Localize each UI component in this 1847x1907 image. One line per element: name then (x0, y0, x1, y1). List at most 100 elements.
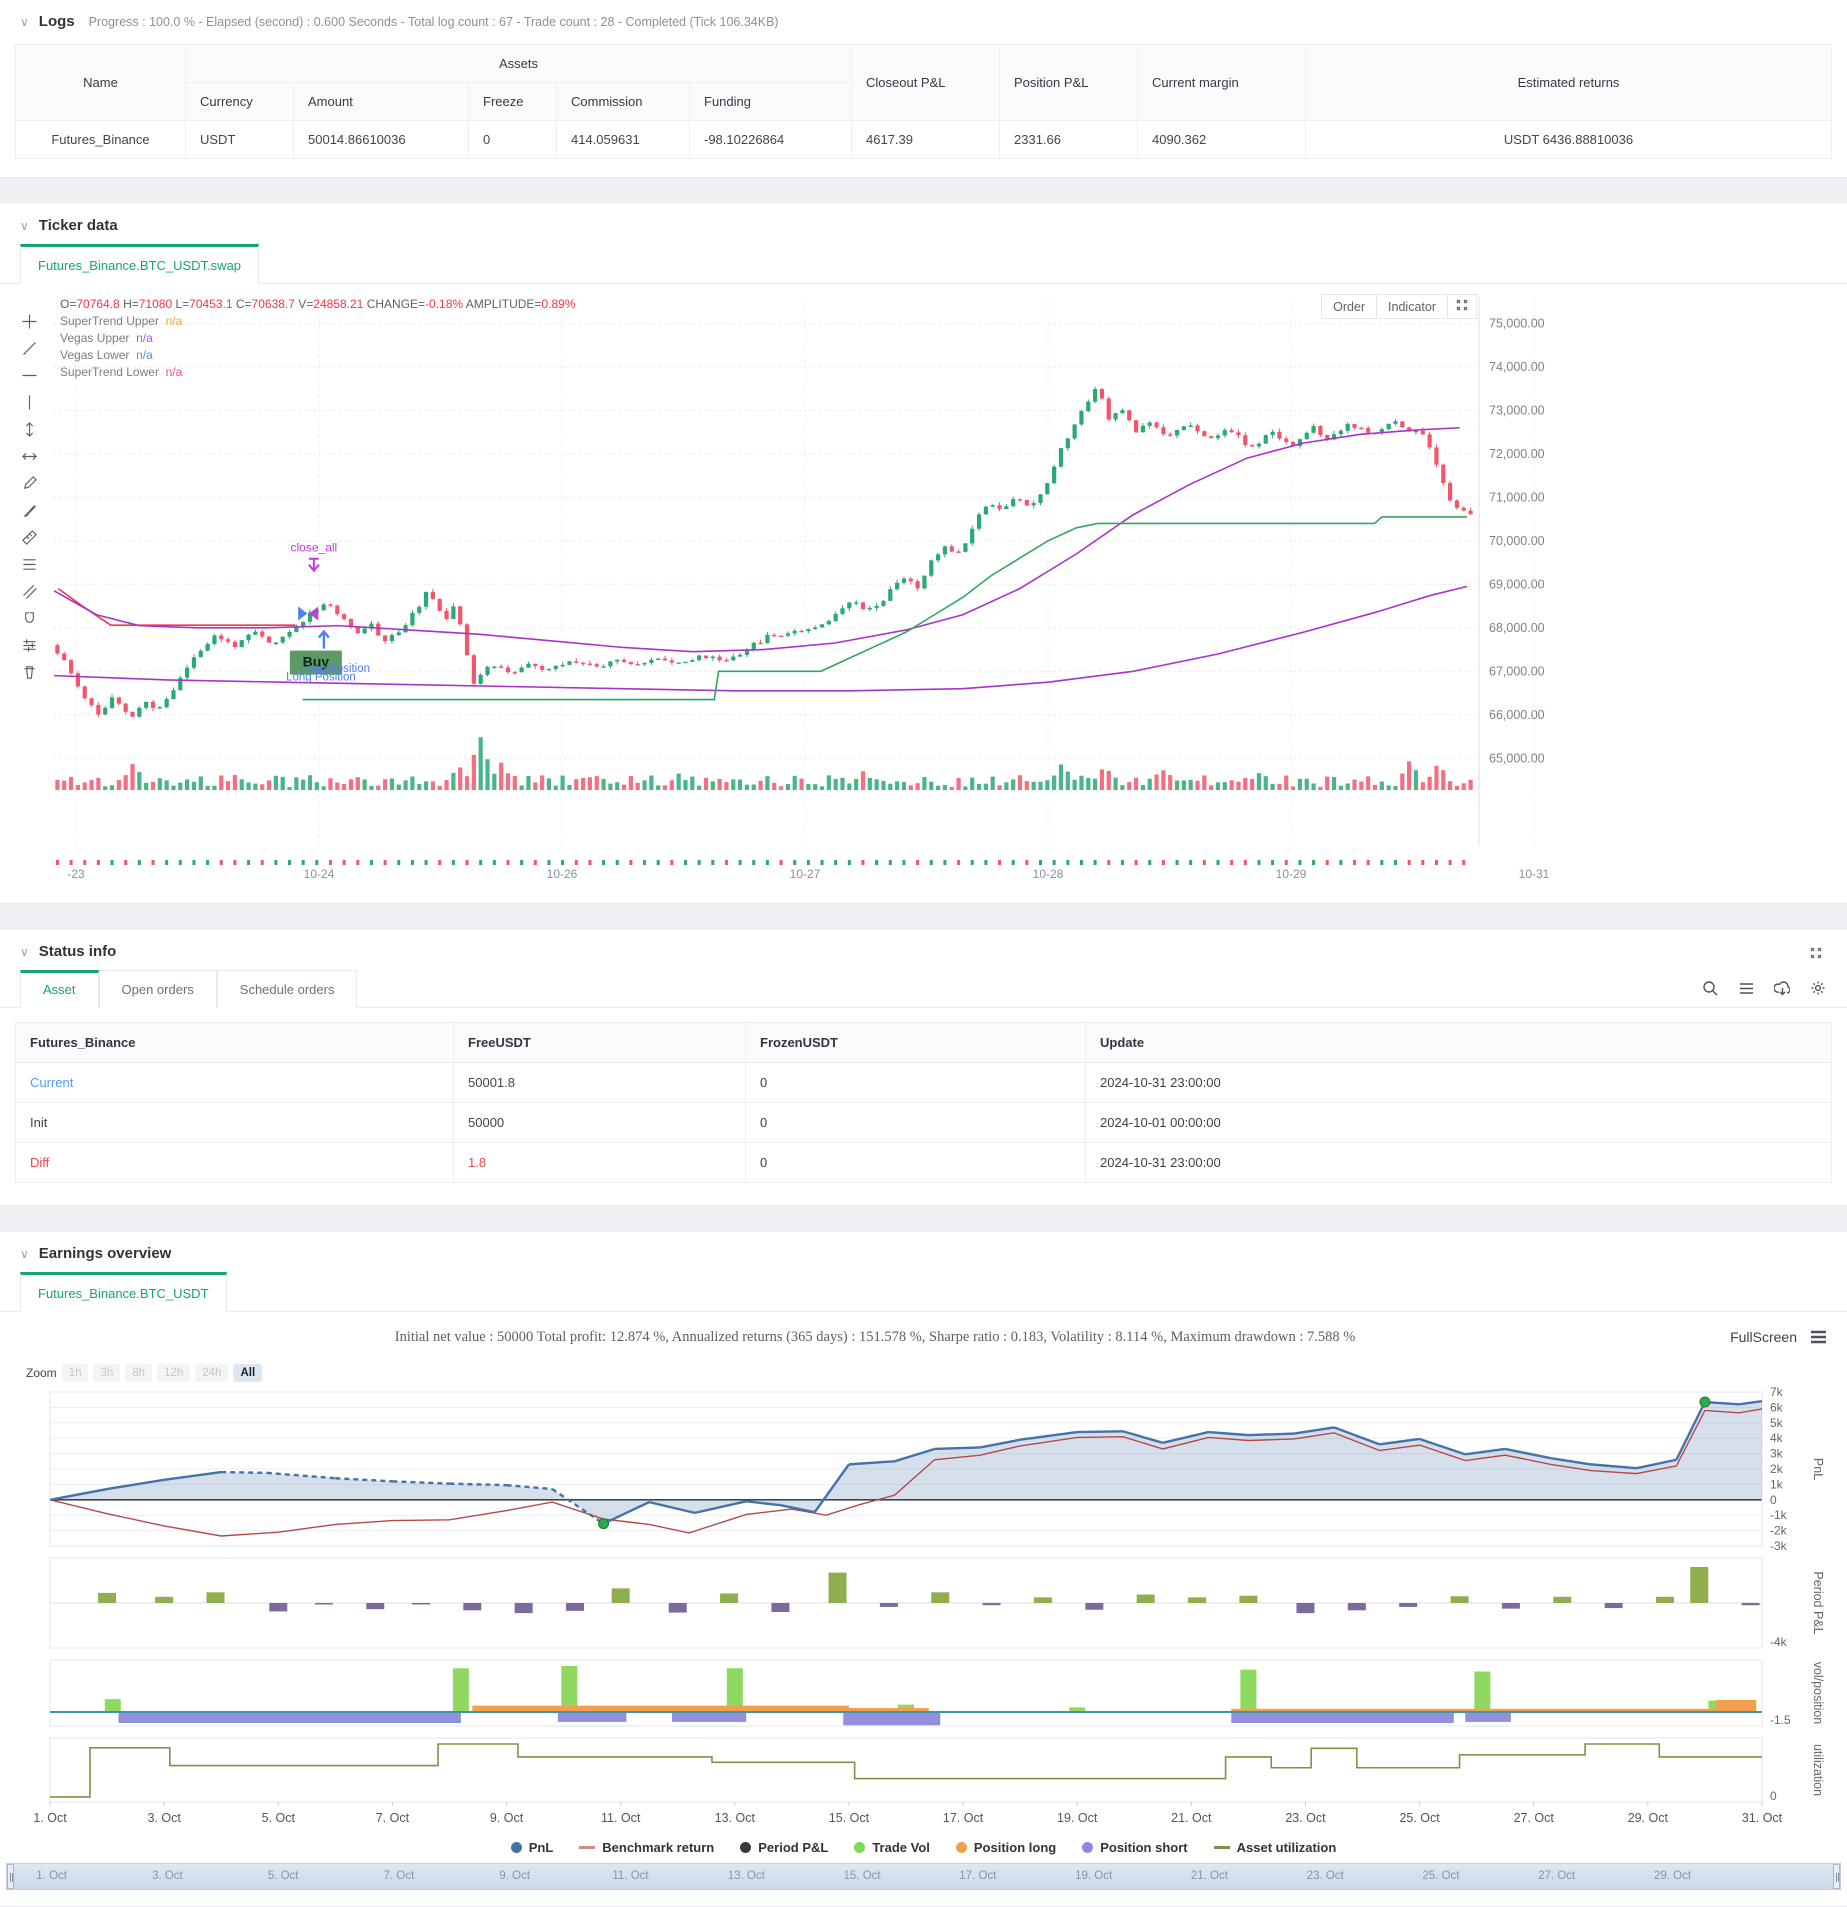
table-cell: 50001.8 (453, 1062, 746, 1103)
ticker-symbol-tab[interactable]: Futures_Binance.BTC_USDT.swap (20, 244, 260, 284)
table-header: Freeze (468, 82, 557, 121)
zoom-option-12h[interactable]: 12h (157, 1364, 191, 1382)
table-row: Init 50000 0 2024-10-01 00:00:00 (15, 1102, 1832, 1143)
legend-label: Asset utilization (1236, 1840, 1337, 1855)
legend-item-period-p&l[interactable]: Period P&L (740, 1840, 828, 1855)
gear-icon[interactable] (1809, 979, 1827, 997)
svg-text:utilization: utilization (1811, 1744, 1825, 1796)
assets-table: Name Assets Closeout P&L Position P&L Curren… (15, 44, 1832, 159)
table-header: Assets (185, 44, 852, 83)
svg-text:17. Oct: 17. Oct (943, 1811, 984, 1825)
row-label[interactable]: Current (15, 1062, 454, 1103)
table-cell: -98.10226864 (689, 120, 852, 159)
svg-text:67,000.00: 67,000.00 (1489, 664, 1545, 678)
legend-item-position-short[interactable]: Position short (1082, 1840, 1188, 1855)
fullscreen-button[interactable]: FullScreen (1730, 1329, 1797, 1345)
table-cell: Futures_Binance (15, 120, 186, 159)
order-button[interactable]: Order (1321, 294, 1378, 319)
legend-item-position-long[interactable]: Position long (955, 1840, 1056, 1855)
svg-text:13. Oct: 13. Oct (715, 1811, 756, 1825)
svg-text:-23: -23 (67, 867, 85, 881)
svg-text:Period P&L: Period P&L (1811, 1571, 1825, 1634)
fib-retracement-icon[interactable] (19, 555, 39, 573)
legend-label: Benchmark return (602, 1840, 715, 1855)
collapse-chevron-icon[interactable]: ∨ (20, 944, 29, 959)
navigator-label: 13. Oct (727, 1870, 765, 1882)
sliders-icon[interactable] (19, 636, 39, 654)
svg-text:29. Oct: 29. Oct (1628, 1811, 1669, 1825)
chart-navigator-scrollbar[interactable]: 1. Oct 3. Oct 5. Oct 7. Oct 9. Oct 11. Oct 13.… (6, 1863, 1841, 1890)
navigator-label: 17. Oct (959, 1870, 997, 1882)
zoom-option-3h[interactable]: 3h (93, 1364, 121, 1382)
earnings-symbol-tab[interactable]: Futures_Binance.BTC_USDT (20, 1272, 227, 1312)
table-header: Estimated returns (1305, 44, 1832, 121)
table-header: Name (15, 44, 186, 121)
status-tab-schedule-orders[interactable]: Schedule orders (216, 970, 358, 1008)
status-table: Futures_Binance FreeUSDT FrozenUSDT Update … (15, 1022, 1832, 1183)
table-cell: 50000 (453, 1102, 746, 1143)
navigator-left-handle[interactable] (7, 1864, 14, 1889)
pencil-icon[interactable] (19, 474, 39, 492)
zoom-option-24h[interactable]: 24h (195, 1364, 229, 1382)
trash-icon[interactable] (19, 663, 39, 681)
svg-text:65,000.00: 65,000.00 (1489, 751, 1545, 765)
brush-icon[interactable] (19, 501, 39, 519)
zoom-option-8h[interactable]: 8h (125, 1364, 153, 1382)
legend-item-benchmark-return[interactable]: Benchmark return (579, 1840, 714, 1855)
table-row: Current 50001.8 0 2024-10-31 23:00:00 (15, 1062, 1832, 1103)
vegas-upper-line (53, 426, 1460, 653)
legend-item-trade-vol[interactable]: Trade Vol (854, 1840, 930, 1855)
chart-menu-icon[interactable] (1809, 1328, 1827, 1346)
chart-fullscreen-icon[interactable] (1448, 294, 1477, 319)
zoom-option-all[interactable]: All (233, 1364, 263, 1382)
ruler-icon[interactable] (19, 528, 39, 546)
collapse-chevron-icon[interactable]: ∨ (20, 218, 29, 233)
cloud-download-icon[interactable] (1773, 979, 1791, 997)
vertical-line-icon[interactable] (19, 393, 39, 411)
svg-text:4k: 4k (1770, 1431, 1784, 1445)
svg-text:31. Oct: 31. Oct (1742, 1811, 1783, 1825)
status-tab-asset[interactable]: Asset (20, 970, 99, 1008)
date-range-icon[interactable] (19, 447, 39, 465)
search-icon[interactable] (1701, 979, 1719, 997)
legend-item-pnl[interactable]: PnL (510, 1840, 554, 1855)
status-tab-open-orders[interactable]: Open orders (98, 970, 217, 1008)
svg-text:66,000.00: 66,000.00 (1489, 708, 1545, 722)
svg-text:72,000.00: 72,000.00 (1489, 447, 1545, 461)
svg-text:1. Oct: 1. Oct (33, 1811, 67, 1825)
legend-item-asset-utilization[interactable]: Asset utilization (1213, 1840, 1337, 1855)
svg-text:71,000.00: 71,000.00 (1489, 490, 1545, 504)
zoom-option-1h[interactable]: 1h (61, 1364, 89, 1382)
collapse-chevron-icon[interactable]: ∨ (20, 1246, 29, 1261)
svg-text:7k: 7k (1770, 1386, 1784, 1399)
parallel-channel-icon[interactable] (19, 582, 39, 600)
magnet-icon[interactable] (19, 609, 39, 627)
navigator-right-handle[interactable] (1833, 1864, 1840, 1889)
price-range-icon[interactable] (19, 420, 39, 438)
table-header: Closeout P&L (851, 44, 1000, 121)
svg-text:9. Oct: 9. Oct (490, 1811, 524, 1825)
menu-icon[interactable] (1737, 979, 1755, 997)
svg-text:73,000.00: 73,000.00 (1489, 403, 1545, 417)
legend-swatch (1213, 1846, 1230, 1849)
svg-text:69,000.00: 69,000.00 (1489, 577, 1545, 591)
table-cell: 2331.66 (999, 120, 1138, 159)
table-cell: 0 (745, 1142, 1086, 1183)
candlestick-chart[interactable]: 65,000.00 66,000.00 67,000.00 68,000.00 69,0… (46, 290, 1813, 886)
expand-icon[interactable] (1807, 944, 1825, 962)
collapse-chevron-icon[interactable]: ∨ (20, 14, 29, 29)
crosshair-icon[interactable] (19, 312, 39, 330)
svg-text:-2k: -2k (1770, 1524, 1788, 1538)
horizontal-line-icon[interactable] (19, 366, 39, 384)
trendline-icon[interactable] (19, 339, 39, 357)
legend-label: Period P&L (758, 1840, 829, 1855)
legend-label: PnL (528, 1840, 554, 1855)
indicator-button[interactable]: Indicator (1377, 294, 1448, 319)
svg-text:7. Oct: 7. Oct (376, 1811, 410, 1825)
svg-text:2k: 2k (1770, 1462, 1784, 1476)
svg-text:27. Oct: 27. Oct (1514, 1811, 1555, 1825)
long-position-marker: Long Position (286, 671, 356, 683)
legend-swatch (579, 1846, 596, 1849)
buy-marker (289, 650, 342, 675)
